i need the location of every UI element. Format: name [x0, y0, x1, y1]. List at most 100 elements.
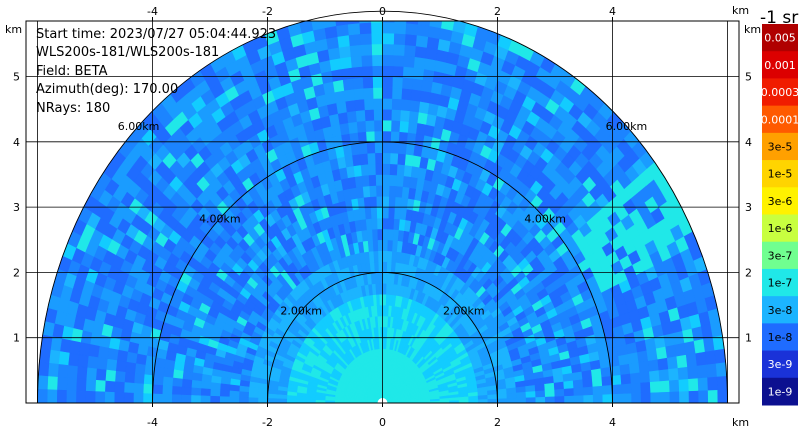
sector-cell [715, 361, 727, 377]
colorbar-swatch [762, 105, 798, 134]
sector-cell [267, 393, 278, 400]
sector-cell [382, 163, 391, 175]
sector-cell [394, 185, 403, 198]
sector-cell [392, 54, 405, 67]
sector-cell [688, 377, 699, 392]
sector-cell [113, 392, 125, 403]
sector-cell [638, 360, 650, 373]
sector-cell [370, 21, 383, 34]
range-ring-label: 4.00km [199, 212, 241, 225]
colorbar-label: 3e-9 [768, 358, 793, 371]
sector-cell [114, 370, 126, 383]
sector-cell [417, 21, 431, 27]
sector-cell [554, 388, 565, 397]
sector-cell [382, 261, 388, 273]
sector-cell [152, 393, 163, 403]
sector-cell [57, 363, 69, 379]
sector-cell [354, 98, 365, 112]
sector-cell [516, 396, 527, 403]
sector-cell [397, 142, 407, 155]
sector-cell [39, 348, 51, 364]
sector-cell [330, 68, 343, 82]
sector-cell [370, 206, 378, 219]
sector-cell [362, 76, 374, 89]
y-tick-label-right: 4 [745, 136, 752, 149]
sector-cell [619, 363, 631, 375]
sector-cell [620, 373, 632, 385]
colorbar-label: 0.001 [764, 59, 796, 72]
sector-cell [332, 79, 345, 93]
sector-cell [400, 87, 412, 101]
colorbar-swatch [762, 51, 798, 79]
sector-cell [716, 375, 728, 391]
sector-cell [161, 385, 173, 395]
sector-cell [611, 383, 623, 395]
sector-cell [545, 395, 556, 403]
sector-cell [676, 354, 688, 369]
y-tick-label-left: 5 [13, 71, 20, 84]
colorbar-swatch [762, 78, 798, 107]
x-tick-label-bottom: 0 [379, 416, 386, 429]
sector-cell [133, 373, 145, 385]
colorbar-swatch [762, 296, 798, 324]
sector-cell [564, 395, 575, 403]
x-tick-label-bottom: 2 [494, 416, 501, 429]
sector-cell [415, 34, 429, 48]
colorbar-swatch [762, 323, 798, 352]
sector-cell [386, 261, 392, 274]
y-tick-label-right: 1 [745, 332, 752, 345]
sector-cell [377, 250, 383, 262]
sector-cell [358, 22, 372, 35]
sector-cell [647, 358, 660, 372]
sector-cell [370, 32, 383, 45]
sector-cell [344, 99, 356, 113]
sector-cell [123, 382, 135, 394]
sector-cell [393, 21, 407, 24]
sector-cell [276, 394, 288, 400]
colorbar-label: 1e-5 [768, 168, 793, 181]
sector-cell [629, 371, 641, 384]
sector-cell [382, 108, 392, 121]
sector-cell [94, 391, 106, 403]
sector-cell [114, 381, 125, 394]
sector-cell [382, 21, 395, 34]
sector-cell [347, 121, 358, 134]
sector-cell [75, 390, 86, 403]
sector-cell [382, 228, 389, 241]
sector-cell [649, 369, 661, 383]
sector-cell [665, 344, 678, 358]
sector-cell [392, 228, 399, 241]
sector-cell [335, 23, 349, 37]
sector-cell [373, 119, 383, 132]
sector-cell [403, 44, 416, 57]
sector-cell [554, 395, 565, 403]
sector-cell [413, 56, 426, 70]
sector-cell [697, 376, 709, 391]
sector-cell [143, 364, 156, 377]
sector-cell [402, 175, 411, 188]
sector-cell [416, 111, 428, 125]
sector-cell [389, 163, 398, 176]
colorbar-swatch [762, 187, 798, 215]
sector-cell [349, 44, 362, 57]
sector-cell [391, 98, 402, 111]
sector-cell [657, 357, 669, 371]
sector-cell [374, 141, 383, 154]
sector-cell [360, 163, 369, 177]
sector-cell [392, 43, 405, 56]
sector-cell [356, 120, 367, 133]
sector-cell [267, 398, 278, 403]
range-ring-labels: 2.00km 2.00km 4.00km 4.00km 6.00km 6.00km [118, 120, 647, 318]
y-tick-label-right: 3 [745, 201, 752, 214]
sector-cell [707, 389, 719, 403]
range-ring-label: 6.00km [118, 120, 160, 133]
sector-cell [142, 383, 154, 395]
sector-cell [378, 272, 383, 284]
sector-cell [375, 174, 383, 186]
sector-cell [116, 349, 129, 363]
sector-cell [358, 142, 368, 155]
sector-cell [238, 391, 249, 398]
sector-cell [123, 392, 134, 403]
range-ring [37, 10, 728, 404]
